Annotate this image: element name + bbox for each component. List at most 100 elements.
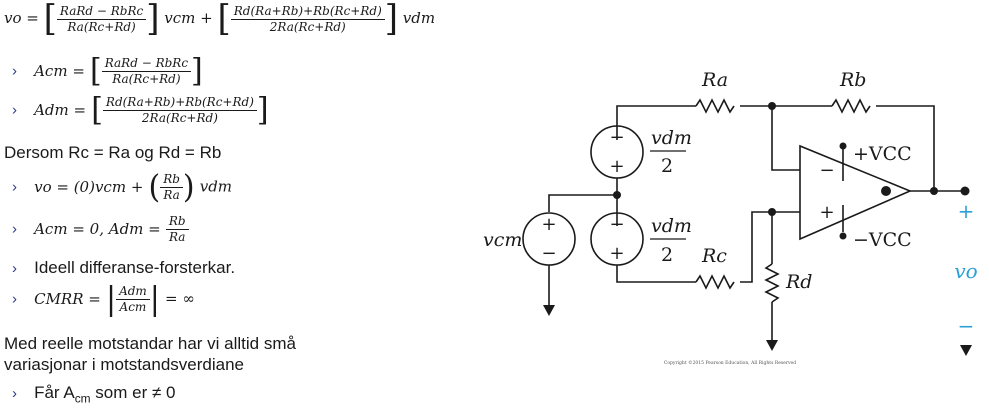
label-vcm: vcm [483, 229, 522, 251]
resistor-rb [831, 98, 871, 114]
output-minus: − [958, 314, 975, 338]
fraction-num: Rd(Ra+Rb)+Rb(Rc+Rd) [102, 95, 257, 111]
bullet-acm: › Acm = [RaRd − RbRc Ra(Rc+Rd)] [12, 52, 203, 90]
node-dot [768, 208, 776, 216]
label-rd: Rd [785, 271, 812, 293]
wire [616, 265, 696, 283]
eq-part: vo = (0)vcm + [34, 177, 144, 196]
polarity-minus: − [609, 127, 624, 148]
fraction: Adm Acm [116, 284, 150, 315]
fraction-num: Rb [160, 172, 183, 188]
abs-bar-close: | [149, 280, 160, 318]
label-rb: Rb [839, 69, 866, 91]
fraction-den: 2Ra(Rc+Rd) [141, 111, 218, 125]
bracket-open: [ [217, 0, 231, 41]
condition-text: Dersom Rc = Ra og Rd = Rb [4, 143, 222, 162]
real-resistors-line-2: variasjonar i motstandsverdiane [4, 355, 245, 374]
bullet-icon: › [12, 385, 17, 402]
label-vdm-top-den: 2 [661, 155, 673, 177]
fraction-num: Adm [116, 284, 150, 300]
output-plus: + [958, 199, 975, 223]
fraction: Rd(Ra+Rb)+Rb(Rc+Rd) 2Ra(Rc+Rd) [230, 4, 385, 35]
eq-term: vdm [402, 9, 436, 27]
fraction-num: RaRd − RbRc [56, 4, 147, 20]
eq-part: = ∞ [165, 289, 195, 308]
copyright-text: Copyright ©2015 Pearson Education, All R… [664, 359, 796, 366]
opamp-triangle [799, 144, 913, 241]
fraction: Rd(Ra+Rb)+Rb(Rc+Rd) 2Ra(Rc+Rd) [102, 95, 257, 126]
bracket-close: ] [191, 52, 203, 90]
fraction-num: RaRd − RbRc [101, 56, 192, 72]
fraction-den: Ra(Rc+Rd) [112, 72, 181, 86]
node-dot [839, 142, 847, 150]
eq-lhs: Acm = [34, 61, 85, 80]
resistor-ra [695, 98, 735, 114]
label-vcc-pos: +VCC [853, 143, 912, 165]
fraction: Rb Ra [160, 172, 183, 203]
fraction: RaRd − RbRc Ra(Rc+Rd) [56, 4, 147, 35]
bullet-ideal: › Ideell differanse-forsterkar. [12, 258, 235, 278]
ground-icon [766, 340, 778, 351]
polarity-plus: + [609, 243, 624, 264]
wire [876, 105, 935, 191]
label-vcc-neg: −VCC [853, 229, 912, 251]
ground-icon [543, 305, 555, 316]
ideal-text: Ideell differanse-forsterkar. [34, 258, 236, 277]
fraction-den: Ra(Rc+Rd) [67, 19, 136, 34]
eq-term: vcm + [164, 9, 213, 27]
opamp-inv-sign: − [819, 160, 834, 181]
fraction: RaRd − RbRc Ra(Rc+Rd) [101, 56, 192, 87]
polarity-plus: + [609, 156, 624, 177]
label-ra: Ra [701, 69, 728, 91]
node-dot [613, 191, 621, 199]
ground-icon [960, 345, 972, 356]
eq-lhs: Adm = [34, 100, 87, 119]
text-part: som er ≠ 0 [90, 383, 176, 402]
output-vo: vo [954, 259, 977, 283]
resistor-rc [695, 274, 735, 290]
node-dot [839, 232, 847, 240]
polarity-minus: − [541, 243, 556, 264]
eq-lhs: vo = [4, 9, 39, 27]
node-dot [768, 102, 776, 110]
bullet-icon: › [12, 260, 17, 277]
wire [771, 106, 800, 171]
output-terminal [960, 186, 970, 196]
label-vdm-top-num: vdm [651, 127, 692, 149]
bullet-icon: › [12, 220, 17, 238]
eq-part: CMRR = [34, 289, 101, 308]
bullet-vo-simplified: › vo = (0)vcm + (Rb Ra) vdm [12, 168, 233, 206]
label-vdm-bottom-den: 2 [661, 244, 673, 266]
resistor-rd [764, 263, 780, 303]
bracket-close: ] [384, 0, 399, 41]
node-dot [881, 186, 891, 196]
bracket-close: ] [256, 91, 269, 129]
fraction-den: Ra [163, 188, 180, 202]
real-resistors-line-1: Med reelle motstandar har vi alltid små [4, 334, 296, 353]
bullet-icon: › [12, 178, 17, 196]
opamp-noninv-sign: + [819, 202, 834, 223]
wire [548, 194, 617, 212]
fraction-den: 2Ra(Rc+Rd) [269, 19, 346, 34]
node-dot [930, 187, 938, 195]
paren-close: ) [182, 168, 195, 206]
fraction-den: Ra [168, 230, 186, 244]
text-part: Får A [34, 383, 75, 402]
wire [616, 105, 696, 140]
label-rc: Rc [701, 245, 727, 267]
bullet-icon: › [12, 62, 17, 80]
bullet-acm-nonzero: › Får Acm som er ≠ 0 [12, 383, 176, 405]
bullet-icon: › [12, 101, 17, 119]
abs-bar-open: | [105, 280, 117, 318]
fraction-den: Acm [119, 300, 147, 314]
fraction: Rb Ra [165, 214, 189, 245]
bullet-icon: › [12, 290, 17, 308]
bracket-close: ] [146, 0, 160, 41]
eq-part: vdm [199, 177, 233, 196]
bullet-acm-zero: › Acm = 0, Adm = Rb Ra [12, 214, 189, 245]
bracket-open: [ [91, 91, 103, 129]
equation-vo: vo = [RaRd − RbRc Ra(Rc+Rd)] vcm + [Rd(Ra… [4, 0, 436, 41]
bracket-open: [ [43, 0, 57, 41]
subscript: cm [74, 391, 91, 406]
